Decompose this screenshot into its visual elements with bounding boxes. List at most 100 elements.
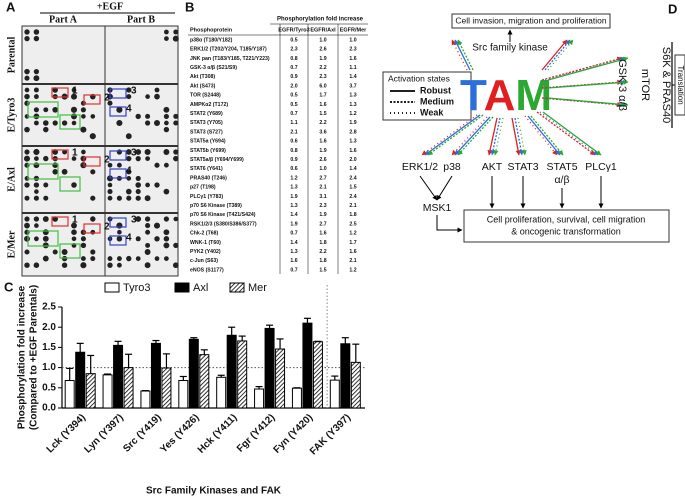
y-tick-label: 1.0 — [42, 362, 56, 373]
activation-arrow — [424, 114, 481, 156]
table-value: 1.3 — [349, 139, 356, 145]
spot — [43, 155, 49, 162]
activation-arrow — [530, 115, 564, 156]
table-value: 2.3 — [349, 47, 356, 53]
highlight-box — [59, 114, 81, 130]
highlight-box — [27, 101, 59, 118]
table-value: 1.6 — [349, 148, 356, 154]
spot-label: 2 — [104, 155, 110, 166]
panel-letter: B — [185, 0, 194, 14]
table-value: 2.2 — [319, 120, 326, 126]
spot — [144, 262, 151, 269]
table-value: 1.3 — [349, 102, 356, 108]
spot — [80, 107, 86, 113]
spot — [107, 100, 113, 106]
table-value: 1.4 — [290, 240, 297, 246]
activation-arrow — [542, 111, 602, 156]
bar — [64, 380, 75, 409]
activation-arrow — [457, 39, 474, 71]
spot — [154, 182, 160, 188]
spot — [43, 120, 49, 126]
spot-label: 3 — [131, 215, 137, 226]
spot — [126, 94, 132, 100]
table-value: 2.0 — [349, 157, 356, 163]
bar — [329, 379, 340, 409]
spot — [173, 120, 179, 126]
error-bar — [217, 374, 225, 378]
spot — [173, 113, 179, 119]
table-row-label: p38α (T180/Y182) — [190, 37, 233, 43]
bar — [150, 342, 161, 409]
error-bar — [238, 335, 246, 341]
spot — [71, 87, 77, 93]
spot — [154, 87, 160, 93]
table-row-label: JNK pan (T183/Y185, T221/Y223) — [190, 56, 270, 62]
spot — [135, 155, 141, 162]
highlight-box — [109, 217, 127, 228]
spot — [24, 35, 30, 42]
error-bar — [331, 375, 339, 381]
y-tick-label: 2.5 — [42, 302, 56, 313]
spot — [172, 262, 179, 269]
spot — [70, 93, 78, 100]
spot — [24, 222, 30, 229]
spot — [116, 162, 122, 168]
spot — [33, 113, 40, 120]
table-value: 1.2 — [349, 111, 356, 117]
spot — [107, 162, 113, 168]
spot — [71, 156, 77, 161]
box-text: & oncogenic transformation — [511, 226, 621, 236]
spot — [163, 162, 169, 168]
bar — [350, 361, 361, 409]
spot — [126, 169, 132, 175]
activation-arrow — [541, 39, 568, 71]
activation-arrow — [547, 97, 629, 108]
spot-label: 2 — [104, 93, 110, 104]
activation-arrow — [487, 117, 498, 156]
spot — [90, 195, 96, 201]
table-row-label: PLCγ1 (Y783) — [190, 194, 223, 200]
spot — [43, 107, 49, 113]
box — [463, 209, 670, 243]
panel-letter: C — [4, 279, 14, 294]
table-group-header: Phosphorylation fold increase — [277, 17, 364, 23]
spot — [116, 149, 123, 155]
table-row-label: eNOS (S1177) — [190, 267, 224, 273]
table-value: 1.5 — [319, 267, 326, 273]
bottom-target: p38 — [443, 161, 461, 173]
box-text: Translation — [676, 65, 685, 104]
column-label: Part A — [49, 14, 78, 25]
spot — [126, 176, 132, 181]
table-value: 2.4 — [349, 194, 356, 200]
bar — [275, 348, 286, 409]
highlight-box — [83, 223, 101, 234]
bar — [75, 351, 86, 409]
table-value: 2.7 — [319, 221, 326, 227]
bar — [199, 354, 210, 409]
spot — [33, 195, 39, 201]
spot — [145, 229, 151, 235]
table-value: 3.1 — [319, 194, 326, 200]
spot — [80, 242, 87, 249]
spot — [61, 262, 68, 268]
spot-label: 4 — [126, 104, 132, 115]
table-value: 1.9 — [319, 212, 326, 218]
table-value: 1.0 — [319, 37, 326, 43]
spot — [163, 229, 170, 236]
table-value: 1.0 — [319, 166, 326, 172]
activation-arrow — [490, 117, 501, 156]
table-row-label: AMPKα2 (T172) — [190, 102, 228, 108]
bottom-target: ERK1/2 — [402, 161, 438, 173]
spot — [24, 176, 30, 181]
table-value: 2.1 — [349, 203, 356, 209]
x-tick-label: Hck (Y411) — [196, 412, 240, 456]
spot — [145, 156, 151, 162]
bar — [85, 373, 96, 409]
row-label: E/Mer — [6, 230, 17, 258]
bottom-target: STAT3 — [507, 161, 538, 173]
table-value: 1.9 — [319, 148, 326, 154]
table-row-label: Akt (T308) — [190, 74, 215, 80]
spot-label: 4 — [126, 233, 132, 244]
spot — [42, 242, 49, 249]
spot — [154, 236, 160, 242]
